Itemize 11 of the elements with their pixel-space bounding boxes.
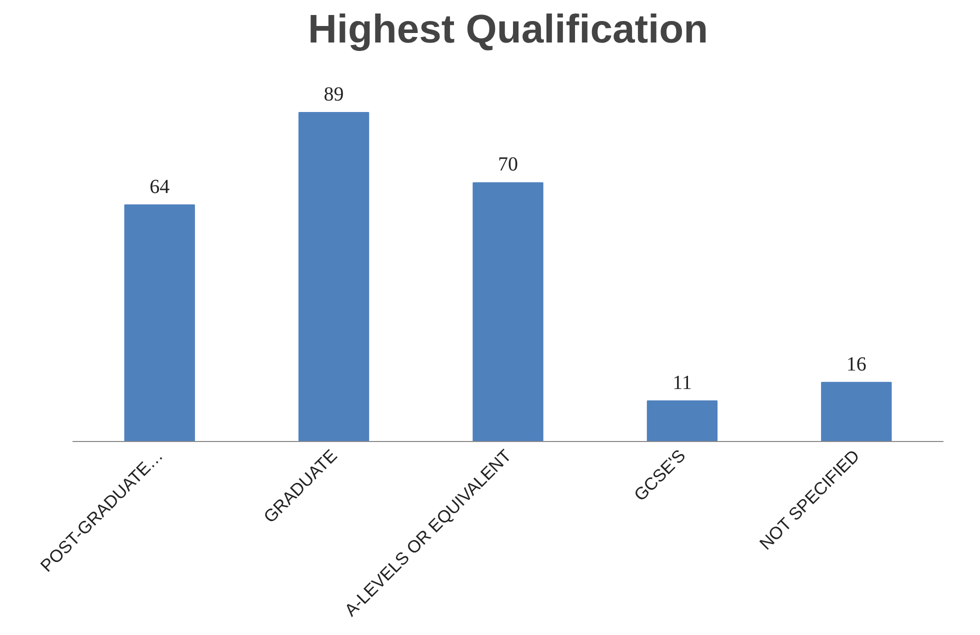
data-label: 89 — [324, 83, 344, 106]
data-label: 16 — [846, 353, 866, 376]
chart-title: Highest Qualification — [308, 8, 708, 52]
bar — [821, 382, 892, 442]
bar — [298, 112, 370, 442]
data-label: 64 — [150, 176, 170, 198]
data-label: 11 — [672, 372, 692, 394]
data-label: 70 — [498, 154, 518, 176]
bar — [646, 400, 718, 442]
bar — [472, 182, 544, 442]
bar — [124, 204, 195, 442]
